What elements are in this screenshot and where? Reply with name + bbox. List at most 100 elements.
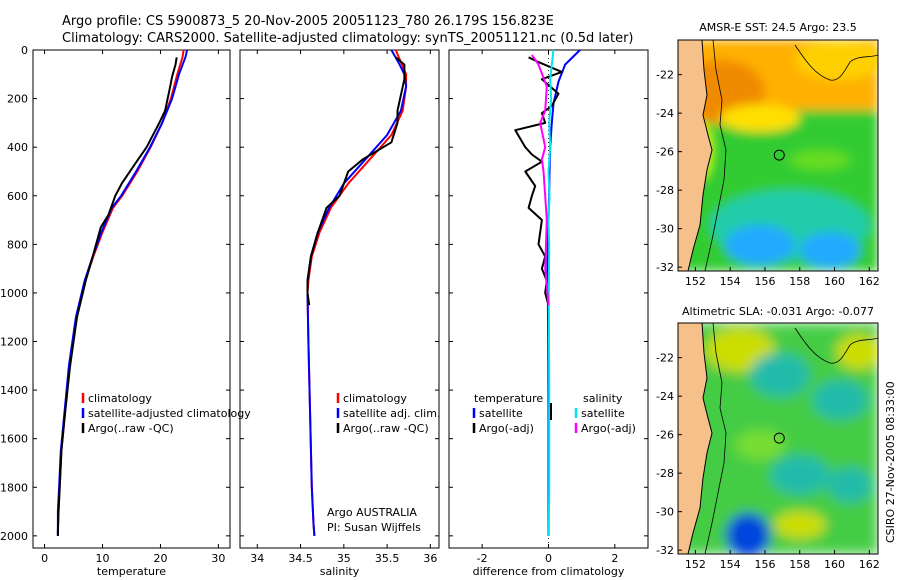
sla_map-ytick-label: -32	[656, 544, 674, 557]
sst_map-ytick-label: -28	[656, 184, 674, 197]
difference-salinity-legend-label: satellite	[581, 407, 625, 420]
sla-map-frame	[677, 322, 879, 555]
temperature-ytick-label: 1000	[0, 287, 28, 300]
temperature-ytick-label: 1600	[0, 433, 28, 446]
sla-field-high-ne	[836, 334, 878, 370]
sst-field-warm-east	[795, 40, 878, 80]
sla_map-xtick-label: 160	[824, 558, 845, 571]
sst-land-australia	[678, 40, 712, 271]
salinity-xtick-label: 36	[423, 552, 437, 565]
sst_map-xtick-label: 162	[859, 275, 880, 288]
sla-land-australia	[678, 323, 712, 554]
temperature-legend-label: climatology	[88, 392, 152, 405]
difference-xtick-label: 0	[545, 552, 552, 565]
sst_map-ytick-label: -32	[656, 261, 674, 274]
header-line-1: Argo profile: CS 5900873_5 20-Nov-2005 2…	[62, 14, 554, 29]
temperature-ytick-label: 200	[7, 93, 28, 106]
csiro-timestamp: CSIRO 27-Nov-2005 08:33:00	[884, 381, 897, 543]
sla-field-low-3	[770, 455, 830, 495]
argo-institution-note: Argo AUSTRALIA	[327, 506, 417, 519]
sla-field-low-1	[750, 353, 810, 397]
sla-field-high-s	[774, 511, 826, 539]
difference-legend-label: Argo(-adj)	[479, 422, 534, 435]
sla_map-xtick-label: 162	[859, 558, 880, 571]
sst-map-panel: AMSR-E SST: 24.5 Argo: 23.5 152 154 156 158…	[656, 21, 880, 288]
sla_map-xtick-label: 156	[754, 558, 775, 571]
temperature-xtick-label: 10	[96, 552, 110, 565]
temperature-ytick-label: 1800	[0, 481, 28, 494]
salinity-xtick-label: 34.5	[288, 552, 313, 565]
sst-map-title: AMSR-E SST: 24.5 Argo: 23.5	[699, 21, 857, 34]
temperature-xtick-label: 30	[211, 552, 225, 565]
difference-salinity-legend-label: Argo(-adj)	[581, 422, 636, 435]
sla-field-low-4	[828, 467, 872, 503]
salinity-xtick-label: 35.5	[375, 552, 400, 565]
sst_map-xtick-label: 160	[824, 275, 845, 288]
temperature-series-argo-raw-qc-	[56, 57, 178, 536]
sst-field-cold-east	[800, 232, 860, 268]
difference-legend-label: temperature	[474, 392, 543, 405]
difference-series-salinity-argo-adj-	[531, 54, 550, 306]
salinity-xtick-label: 35	[337, 552, 351, 565]
temperature-xlabel: temperature	[97, 565, 166, 578]
sla-field-low-2	[812, 380, 868, 420]
temperature-ytick-label: 1400	[0, 384, 28, 397]
salinity-legend-label: climatology	[343, 392, 407, 405]
sla-map-axes: 152 154 156 158 160 162 -22 -24 -26 -28 -30 -32	[656, 352, 880, 571]
sla_map-ytick-label: -24	[656, 390, 674, 403]
temperature-legend-label: satellite-adjusted climatology	[88, 407, 251, 420]
temperature-xtick-label: 20	[153, 552, 167, 565]
sst-map-axes: 152 154 156 158 160 162 -22 -24 -26 -28 -30 -32	[656, 69, 880, 288]
sla_map-xtick-label: 158	[789, 558, 810, 571]
temperature-ytick-label: 600	[7, 190, 28, 203]
header-line-2: Climatology: CARS2000. Satellite-adjuste…	[62, 31, 634, 46]
sla_map-xtick-label: 154	[720, 558, 741, 571]
sst-float-marker	[773, 149, 785, 161]
sst-map-frame	[677, 39, 879, 272]
salinity-legend-label: satellite adj. clim.	[343, 407, 440, 420]
sla_map-ytick-label: -22	[656, 352, 674, 365]
difference-series-salinity-satellite	[547, 49, 555, 536]
sst-isobath	[704, 40, 727, 271]
sst_map-ytick-label: -30	[656, 223, 674, 236]
sla_map-ytick-label: -30	[656, 506, 674, 519]
salinity-series-argo-raw-qc-	[306, 56, 406, 306]
temperature-xtick-label: 0	[41, 552, 48, 565]
salinity-xlabel: salinity	[320, 565, 360, 578]
salinity-legend-label: Argo(..raw -QC)	[343, 422, 429, 435]
salinity-series-climatology	[306, 49, 408, 536]
sla-float-marker	[773, 432, 785, 444]
temperature-ytick-label: 0	[21, 44, 28, 57]
sst_map-xtick-label: 156	[754, 275, 775, 288]
temperature-ytick-label: 800	[7, 238, 28, 251]
temperature-ytick-label: 400	[7, 141, 28, 154]
temperature-legend-label: Argo(..raw -QC)	[88, 422, 174, 435]
sst-field-streak	[790, 150, 850, 170]
difference-xtick-label: -2	[477, 552, 488, 565]
sla-isobath	[704, 323, 727, 554]
salinity-xtick-label: 34	[250, 552, 264, 565]
sla_map-ytick-label: -26	[656, 429, 674, 442]
sst_map-ytick-label: -22	[656, 69, 674, 82]
sla-map-panel: Altimetric SLA: -0.031 Argo: -0.077 152 1…	[656, 305, 880, 571]
temperature-ytick-label: 2000	[0, 530, 28, 543]
sst-reef-contour	[794, 44, 878, 81]
difference-salinity-legend-label: salinity	[583, 392, 623, 405]
difference-xlabel: difference from climatology	[473, 565, 625, 578]
sst_map-ytick-label: -26	[656, 146, 674, 159]
argo-pi-note: PI: Susan Wijffels	[327, 521, 421, 534]
difference-xtick-label: 2	[611, 552, 618, 565]
sla-map-title: Altimetric SLA: -0.031 Argo: -0.077	[682, 305, 874, 318]
difference-legend-label: satellite	[479, 407, 523, 420]
sst_map-xtick-label: 154	[720, 275, 741, 288]
sst-coastline	[687, 40, 713, 271]
sla-coastline	[687, 323, 713, 554]
salinity-profile-panel: 34 34.5 35 35.5 36 salinity climatology satelli…	[239, 49, 440, 578]
sla-field-mid	[735, 430, 785, 460]
temperature-profile-panel: 0 10 20 30 0 200 400 600 800 1000 1200 1400 1600 1800…	[0, 44, 251, 578]
salinity-frame	[239, 49, 440, 549]
sst_map-xtick-label: 158	[789, 275, 810, 288]
